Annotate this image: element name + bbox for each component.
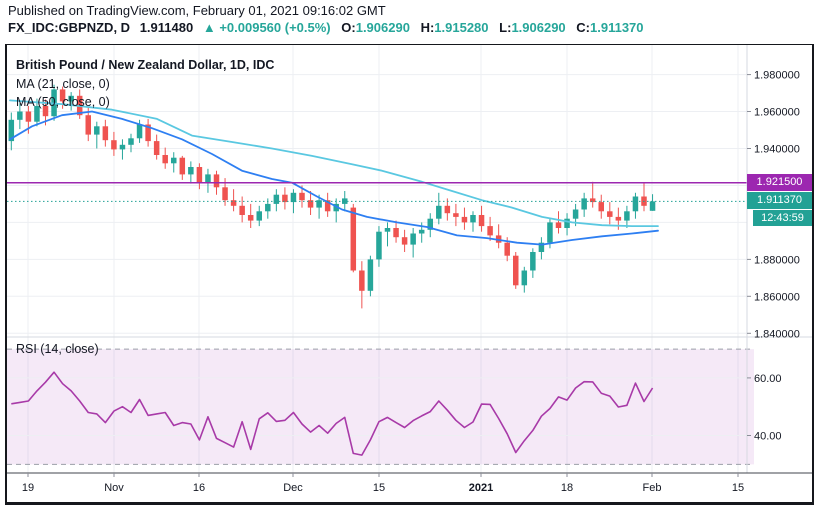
last-price: 1.911480 (139, 20, 194, 35)
svg-text:1.960000: 1.960000 (754, 107, 800, 119)
high-value: H:1.915280 (420, 20, 489, 35)
symbol-name: FX_IDC:GBPNZD, D (8, 20, 131, 35)
svg-text:1.880000: 1.880000 (754, 254, 800, 266)
svg-text:1.980000: 1.980000 (754, 70, 800, 82)
last-price-badge: 1.911370 (747, 192, 812, 209)
up-arrow-icon: ▲ (202, 20, 216, 35)
svg-text:1.940000: 1.940000 (754, 144, 800, 156)
low-value: L:1.906290 (499, 20, 566, 35)
svg-text:2021: 2021 (469, 482, 493, 494)
svg-text:Feb: Feb (643, 482, 662, 494)
svg-text:19: 19 (22, 482, 34, 494)
bar-countdown-badge: 12:43:59 (753, 210, 812, 226)
symbol-info-bar: FX_IDC:GBPNZD, D 1.911480 ▲ +0.009560 (+… (8, 20, 644, 35)
svg-text:60.00: 60.00 (754, 373, 782, 385)
svg-text:16: 16 (193, 482, 205, 494)
svg-text:Nov: Nov (104, 482, 124, 494)
published-line: Published on TradingView.com, February 0… (8, 3, 386, 18)
svg-text:1.860000: 1.860000 (754, 291, 800, 303)
level-price-badge: 1.921500 (747, 174, 812, 191)
svg-text:18: 18 (561, 482, 573, 494)
chart-frame: 1.980000 1.960000 1.940000 1.880000 1.860000… (5, 44, 814, 505)
close-value: C:1.911370 (576, 20, 644, 35)
price-change: +0.009560 (+0.5%) (219, 20, 331, 35)
svg-text:40.00: 40.00 (754, 431, 782, 443)
svg-text:1.840000: 1.840000 (754, 328, 800, 340)
svg-text:15: 15 (732, 482, 744, 494)
svg-text:Dec: Dec (283, 482, 303, 494)
svg-text:15: 15 (373, 482, 385, 494)
chart-canvas[interactable]: 1.980000 1.960000 1.940000 1.880000 1.860000… (7, 45, 812, 502)
open-value: O:1.906290 (341, 20, 410, 35)
